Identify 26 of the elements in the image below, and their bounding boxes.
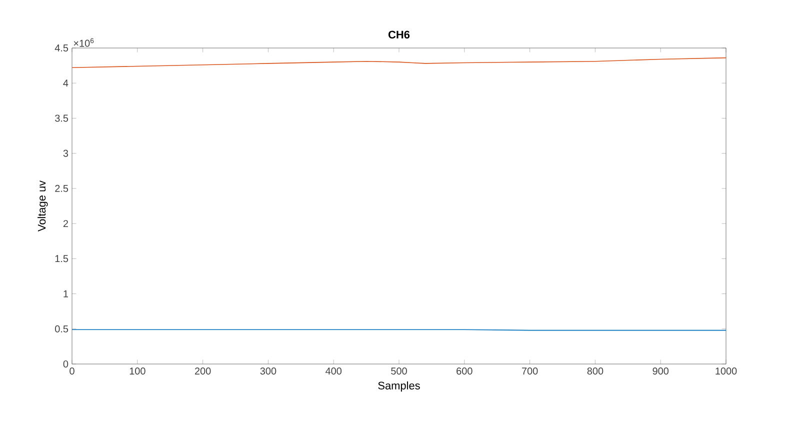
y-tick-label: 4 [63,80,68,87]
x-tick-label: 600 [456,368,472,375]
x-axis-title: Samples [378,381,420,392]
y-tick-label: 3.5 [55,114,68,122]
y-tick-label: 2 [63,220,68,228]
chart-title: CH6 [388,30,410,39]
y-tick-label: 0.5 [55,325,68,332]
x-tick-label: 200 [194,368,211,375]
x-tick-label: 300 [260,368,276,375]
x-tick-label: 900 [652,368,669,375]
y-axis-title: Voltage uv [38,180,48,232]
x-tick-label: 700 [522,368,538,375]
x-tick-label: 800 [587,368,604,375]
text: ×10$^{6}$ [74,38,94,47]
x-tick-label: 1000 [716,368,737,375]
y-tick-label: 3 [63,150,68,157]
line-series [72,57,726,68]
x-tick-label: 0 [70,368,74,375]
y-tick-label: 2.5 [55,184,68,192]
x-tick-label: 400 [326,368,342,375]
y-tick-label: 1 [64,290,68,298]
y-tick-label: 0 [63,360,68,368]
x-tick-label: 100 [130,368,146,375]
y-tick-label: 4.5 [54,44,68,52]
y-tick-label: 1.5 [55,255,68,262]
x-tick-label: 500 [391,368,407,375]
